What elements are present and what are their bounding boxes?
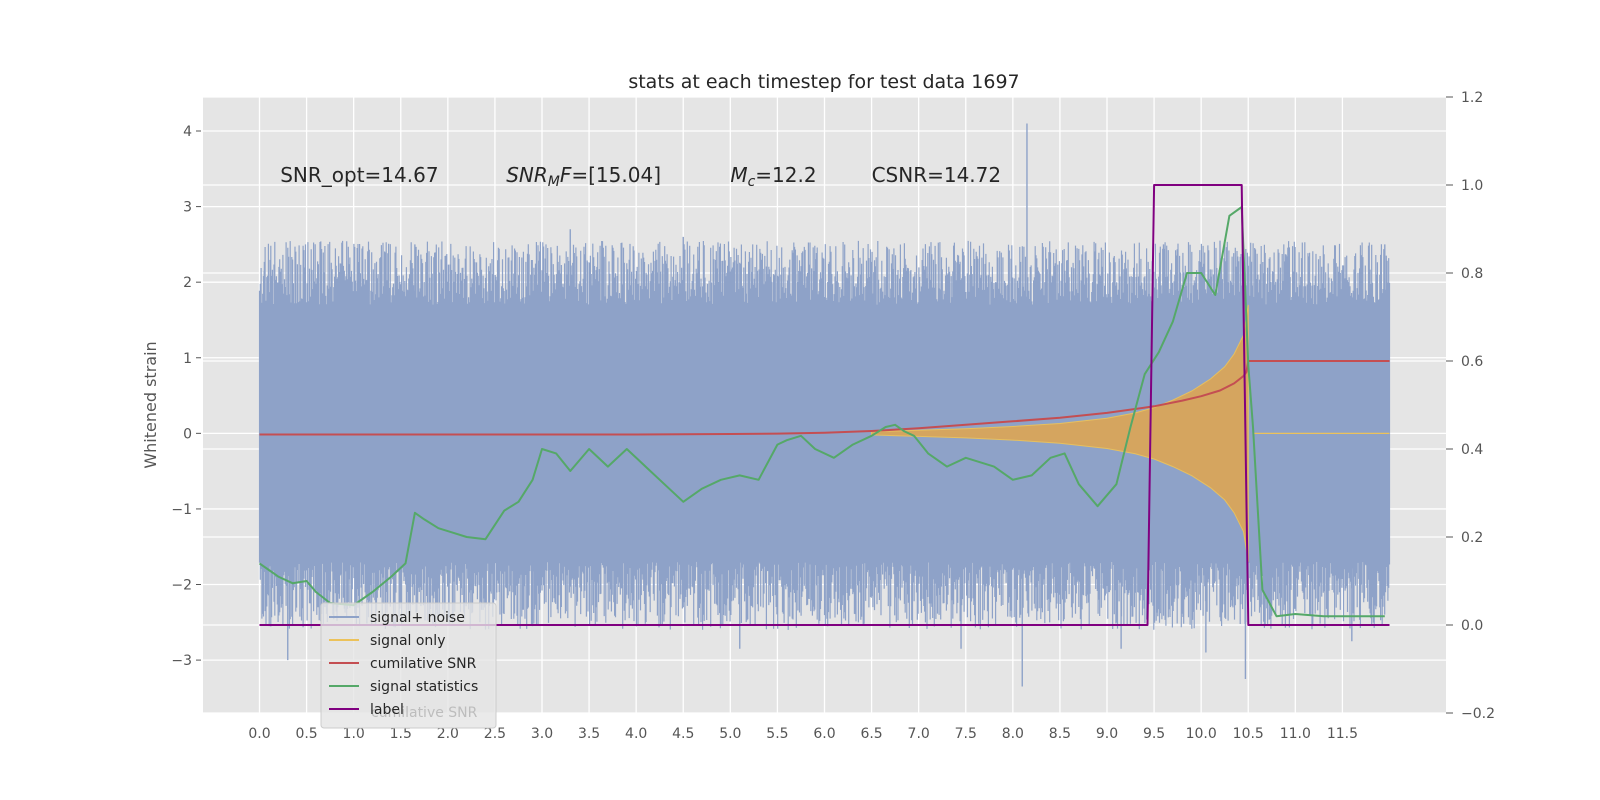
x-tick-label: 5.0 [719, 726, 741, 742]
x-tick-label: 3.0 [531, 726, 553, 742]
annotations: SNR_opt=14.67 SNRMF=[15.04] Mc=12.2 CSNR=14… [280, 163, 1001, 190]
legend-label: label [370, 702, 404, 718]
x-tick-label: 1.0 [343, 726, 365, 742]
x-tick-label: 1.5 [390, 726, 412, 742]
y-tick-label: 2 [183, 275, 192, 291]
x-tick-label: 11.5 [1327, 726, 1358, 742]
y-tick-label: 1 [183, 351, 192, 367]
y-tick-label: 0 [183, 426, 192, 442]
x-tick-label: 9.0 [1096, 726, 1118, 742]
x-tick-label: 3.5 [578, 726, 600, 742]
x-tick-label: 4.0 [625, 726, 647, 742]
x-tick-label: 6.5 [860, 726, 882, 742]
x-tick-label: 7.5 [955, 726, 977, 742]
annotation-2: Mc=12.2 [730, 163, 816, 190]
y2-tick-label: 0.8 [1461, 266, 1483, 282]
label-line [259, 184, 1390, 626]
cumulative-snr-line [259, 360, 1390, 436]
x-tick-label: 8.5 [1049, 726, 1071, 742]
x-tick-label: 0.0 [248, 726, 270, 742]
y2-tick-label: 1.2 [1461, 90, 1483, 106]
legend-label: signal statistics [370, 679, 478, 695]
y-tick-label: −3 [171, 653, 192, 669]
annotation-3: CSNR=14.72 [872, 163, 1002, 187]
y-tick-label: 4 [183, 124, 192, 140]
legend-label: cumilative SNR [370, 656, 477, 672]
x-tick-label: 7.0 [908, 726, 930, 742]
annotation-0: SNR_opt=14.67 [280, 163, 438, 187]
y-tick-label: −2 [171, 578, 192, 594]
legend-label: signal only [370, 633, 445, 649]
y2-tick-label: 0.4 [1461, 442, 1483, 458]
x-tick-label: 5.5 [766, 726, 788, 742]
x-tick-label: 10.0 [1186, 726, 1217, 742]
legend-box [320, 602, 497, 729]
x-tick-label: 4.5 [672, 726, 694, 742]
x-tick-label: 0.5 [295, 726, 317, 742]
x-tick-label: 2.0 [437, 726, 459, 742]
x-tick-label: 11.0 [1280, 726, 1311, 742]
x-tick-label: 2.5 [484, 726, 506, 742]
legend: cumilative SNR signal+ noise signal only cu… [320, 602, 497, 729]
y2-tick-label: 0.0 [1461, 618, 1483, 634]
y-tick-label: −1 [171, 502, 192, 518]
y2-tick-label: 0.6 [1461, 354, 1483, 370]
y2-tick-label: −0.2 [1461, 706, 1495, 722]
y-tick-label: 3 [183, 200, 192, 216]
legend-ghost-text: cumilative SNR [371, 705, 478, 721]
y2-tick-label: 1.0 [1461, 178, 1483, 194]
legend-label: signal+ noise [370, 610, 465, 626]
y-axis-label: Whitened strain [141, 341, 160, 468]
annotation-1: SNRMF=[15.04] [506, 163, 661, 190]
data-layer [258, 123, 1391, 687]
x-tick-label: 6.0 [813, 726, 835, 742]
x-tick-label: 9.5 [1143, 726, 1165, 742]
x-tick-label: 8.0 [1002, 726, 1024, 742]
tick-labels: 0.0 0.5 1.0 1.5 2.0 2.5 3.0 3.5 4.0 4.5 5.0 5.5 6.0 6… [171, 90, 1495, 742]
chart-title: stats at each timestep for test data 169… [628, 71, 1019, 93]
signal-statistics-line [258, 206, 1385, 618]
y2-tick-label: 0.2 [1461, 530, 1483, 546]
x-tick-label: 10.5 [1233, 726, 1264, 742]
